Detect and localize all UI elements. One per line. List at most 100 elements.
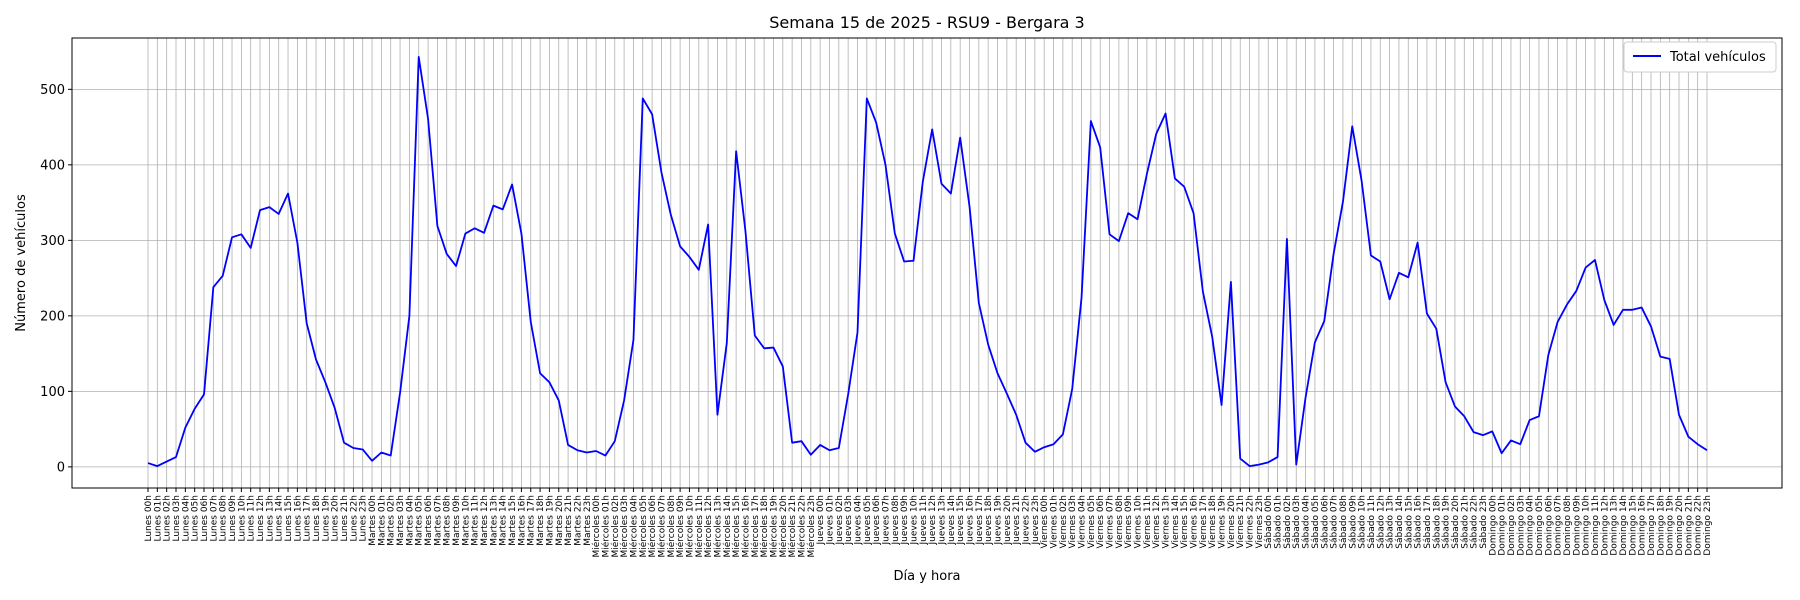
x-tick-label: Lunes 00h	[144, 495, 154, 542]
x-tick-label: Martes 23h	[583, 495, 593, 546]
y-tick-label: 400	[40, 158, 65, 173]
legend-box	[1623, 41, 1777, 73]
x-tick-label: Jueves 23h	[1031, 495, 1041, 545]
x-tick-label: Lunes 04h	[181, 495, 191, 542]
data-point	[259, 209, 261, 211]
data-point	[1491, 430, 1493, 432]
x-tick-label: Domingo 01h	[1498, 495, 1508, 556]
x-tick-label: Jueves 19h	[994, 495, 1004, 545]
data-point	[464, 233, 466, 235]
x-tick-label: Viernes 18h	[1208, 495, 1218, 549]
data-point	[1277, 456, 1279, 458]
x-tick-label: Viernes 04h	[1078, 495, 1088, 549]
x-tick-label: Martes 12h	[480, 495, 490, 546]
x-tick-label: Miércoles 22h	[796, 495, 807, 558]
x-tick-label: Viernes 03h	[1068, 495, 1078, 549]
x-tick-label: Lunes 08h	[219, 495, 229, 542]
x-tick-label: Viernes 14h	[1171, 495, 1181, 549]
x-axis-ticks: Lunes 00h Lunes 01h Lunes 02h Lunes 03h Lune…	[144, 488, 1713, 558]
data-point	[1165, 113, 1167, 115]
x-tick-label: Domingo 18h	[1656, 495, 1666, 556]
x-tick-label: Lunes 01h	[153, 495, 163, 542]
data-point	[296, 242, 298, 244]
data-point	[941, 183, 943, 185]
x-tick-label: Sábado 16h	[1414, 495, 1424, 549]
x-tick-label: Jueves 17h	[975, 495, 985, 545]
x-tick-label: Domingo 16h	[1638, 495, 1648, 556]
x-tick-label: Miércoles 23h	[806, 495, 817, 558]
x-tick-label: Sábado 22h	[1470, 495, 1480, 549]
data-point	[1687, 436, 1689, 438]
x-tick-label: Miércoles 05h	[638, 495, 649, 558]
legend: Total vehículos	[1623, 41, 1777, 73]
data-point	[1314, 341, 1316, 343]
chart-title: Semana 15 de 2025 - RSU9 - Bergara 3	[769, 13, 1084, 32]
x-tick-label: Lunes 19h	[321, 495, 331, 542]
x-tick-label: Martes 10h	[461, 495, 471, 546]
data-point	[399, 392, 401, 394]
data-point	[1697, 443, 1699, 445]
data-point	[390, 455, 392, 457]
x-tick-label: Jueves 12h	[928, 495, 938, 545]
x-tick-label: Jueves 16h	[966, 495, 976, 545]
x-tick-label: Domingo 15h	[1628, 495, 1638, 556]
legend-label: Total vehículos	[1669, 50, 1766, 65]
x-tick-label: Domingo 04h	[1526, 495, 1536, 556]
data-point	[1613, 324, 1615, 326]
data-point	[1081, 297, 1083, 299]
x-tick-label: Martes 03h	[396, 495, 406, 546]
data-point	[1538, 415, 1540, 417]
data-point	[436, 225, 438, 227]
data-point	[1090, 120, 1092, 122]
x-tick-label: Sábado 20h	[1451, 495, 1461, 549]
data-point	[716, 414, 718, 416]
data-point	[1137, 218, 1139, 220]
x-tick-label: Lunes 21h	[340, 495, 350, 542]
data-point	[922, 180, 924, 182]
x-tick-label: Sábado 23h	[1479, 495, 1489, 549]
data-point	[352, 447, 354, 449]
data-point	[894, 233, 896, 235]
x-tick-label: Viernes 11h	[1143, 495, 1153, 549]
x-tick-label: Domingo 05h	[1535, 495, 1545, 556]
x-tick-label: Jueves 06h	[872, 495, 882, 545]
x-tick-label: Domingo 20h	[1675, 495, 1685, 556]
data-point	[1183, 186, 1185, 188]
data-point	[278, 213, 280, 215]
x-tick-label: Miércoles 11h	[694, 495, 705, 558]
data-point	[1333, 253, 1335, 255]
x-tick-label: Miércoles 18h	[759, 495, 770, 558]
x-tick-label: Lunes 05h	[191, 495, 201, 542]
data-point	[1118, 240, 1120, 242]
data-point	[1127, 212, 1129, 214]
x-tick-label: Martes 21h	[564, 495, 574, 546]
x-tick-label: Lunes 15h	[284, 495, 294, 542]
data-point	[884, 164, 886, 166]
grid-lines	[72, 38, 1782, 488]
data-point	[1230, 281, 1232, 283]
data-point	[1566, 304, 1568, 306]
x-tick-label: Sábado 17h	[1423, 495, 1433, 549]
data-point	[427, 118, 429, 120]
x-tick-label: Martes 06h	[424, 495, 434, 546]
x-tick-label: Viernes 22h	[1246, 495, 1256, 549]
x-tick-label: Domingo 21h	[1684, 495, 1694, 556]
x-tick-label: Miércoles 15h	[731, 495, 742, 558]
data-point	[969, 205, 971, 207]
x-tick-label: Jueves 03h	[844, 495, 854, 545]
x-tick-label: Jueves 22h	[1022, 495, 1032, 545]
x-tick-label: Jueves 13h	[938, 495, 948, 545]
x-tick-label: Lunes 03h	[172, 495, 182, 542]
data-point	[1370, 254, 1372, 256]
data-point	[1519, 443, 1521, 445]
data-point	[1286, 238, 1288, 240]
data-point	[1109, 233, 1111, 235]
data-point	[1249, 465, 1251, 467]
x-tick-label: Viernes 13h	[1162, 495, 1172, 549]
data-point	[819, 444, 821, 446]
x-tick-label: Jueves 09h	[900, 495, 910, 545]
data-point	[847, 393, 849, 395]
x-tick-label: Miércoles 09h	[675, 495, 686, 558]
data-point	[997, 372, 999, 374]
x-tick-label: Domingo 06h	[1544, 495, 1554, 556]
